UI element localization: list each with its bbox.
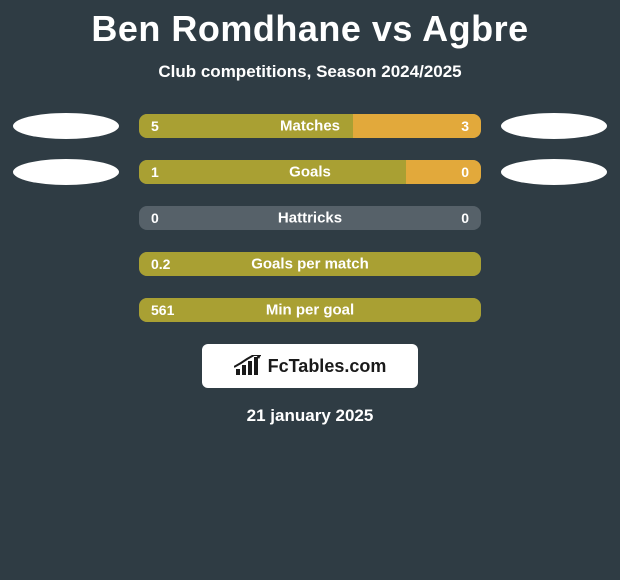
logo-box: FcTables.com <box>202 344 418 388</box>
stat-label: Matches <box>280 118 340 135</box>
player1-oval <box>13 159 119 185</box>
stat-label: Hattricks <box>278 210 342 227</box>
stat-row: 5 3 Matches <box>0 114 620 138</box>
stat-value-player2: 0 <box>461 164 469 180</box>
date-label: 21 january 2025 <box>0 406 620 426</box>
bar-segment-player2 <box>406 160 481 184</box>
stat-value-player2: 0 <box>461 210 469 226</box>
oval-spacer <box>13 251 119 277</box>
stat-label: Goals per match <box>251 256 369 273</box>
stat-label: Min per goal <box>266 302 354 319</box>
bar-chart-trend-icon <box>234 355 262 377</box>
stat-value-player1: 0.2 <box>151 256 170 272</box>
stat-value-player2: 3 <box>461 118 469 134</box>
logo-svg-group <box>234 355 261 375</box>
oval-spacer <box>13 205 119 231</box>
oval-spacer <box>501 205 607 231</box>
stat-label: Goals <box>289 164 331 181</box>
comparison-infographic: Ben Romdhane vs Agbre Club competitions,… <box>0 0 620 580</box>
page-title: Ben Romdhane vs Agbre <box>0 0 620 50</box>
stat-row: 0.2 Goals per match <box>0 252 620 276</box>
logo-text: FcTables.com <box>268 356 387 377</box>
stat-bar: 0 0 Hattricks <box>139 206 481 230</box>
stat-row: 561 Min per goal <box>0 298 620 322</box>
bar-segment-player1 <box>139 160 406 184</box>
player1-oval <box>13 113 119 139</box>
stat-value-player1: 0 <box>151 210 159 226</box>
player2-oval <box>501 113 607 139</box>
stat-value-player1: 5 <box>151 118 159 134</box>
oval-spacer <box>501 251 607 277</box>
stat-row: 0 0 Hattricks <box>0 206 620 230</box>
stat-bar: 5 3 Matches <box>139 114 481 138</box>
stat-rows: 5 3 Matches 1 0 Goals 0 0 Hattricks 0.2 Goals per … <box>0 114 620 322</box>
stat-bar: 561 Min per goal <box>139 298 481 322</box>
stat-value-player1: 561 <box>151 302 174 318</box>
stat-row: 1 0 Goals <box>0 160 620 184</box>
subtitle: Club competitions, Season 2024/2025 <box>0 62 620 82</box>
stat-bar: 0.2 Goals per match <box>139 252 481 276</box>
stat-value-player1: 1 <box>151 164 159 180</box>
player2-oval <box>501 159 607 185</box>
oval-spacer <box>501 297 607 323</box>
stat-bar: 1 0 Goals <box>139 160 481 184</box>
oval-spacer <box>13 297 119 323</box>
